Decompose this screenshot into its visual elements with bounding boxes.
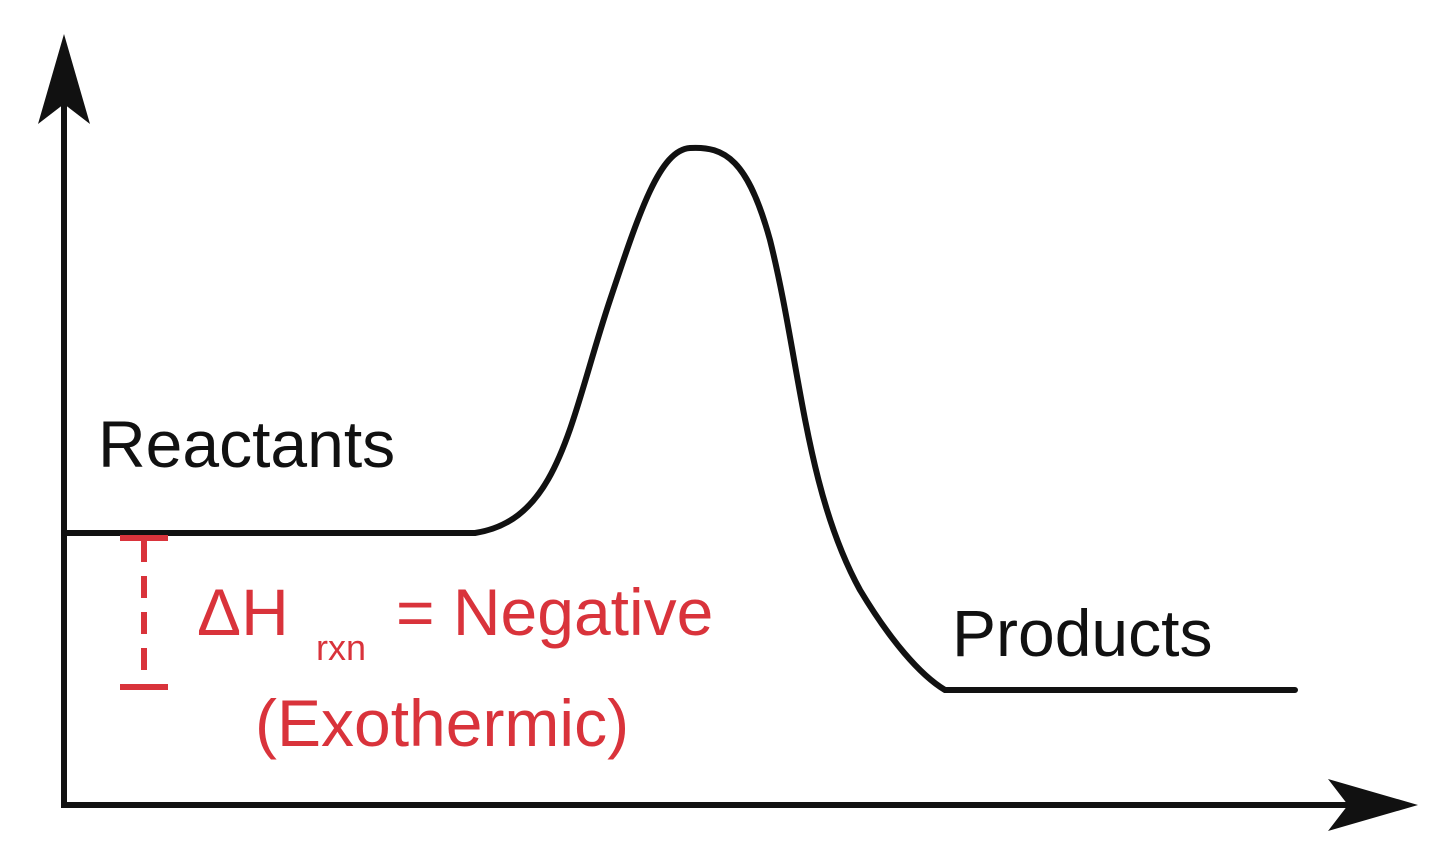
delta-h-value: = Negative [396,575,713,649]
delta-h-symbol: ΔH [197,575,289,649]
products-label: Products [952,596,1212,670]
delta-h-subscript: rxn [316,627,366,668]
y-axis-arrowhead [38,34,90,124]
x-axis-arrowhead [1328,779,1418,831]
reactants-label: Reactants [98,407,395,481]
energy-curve [61,144,1298,693]
reaction-type-label: (Exothermic) [255,686,629,760]
